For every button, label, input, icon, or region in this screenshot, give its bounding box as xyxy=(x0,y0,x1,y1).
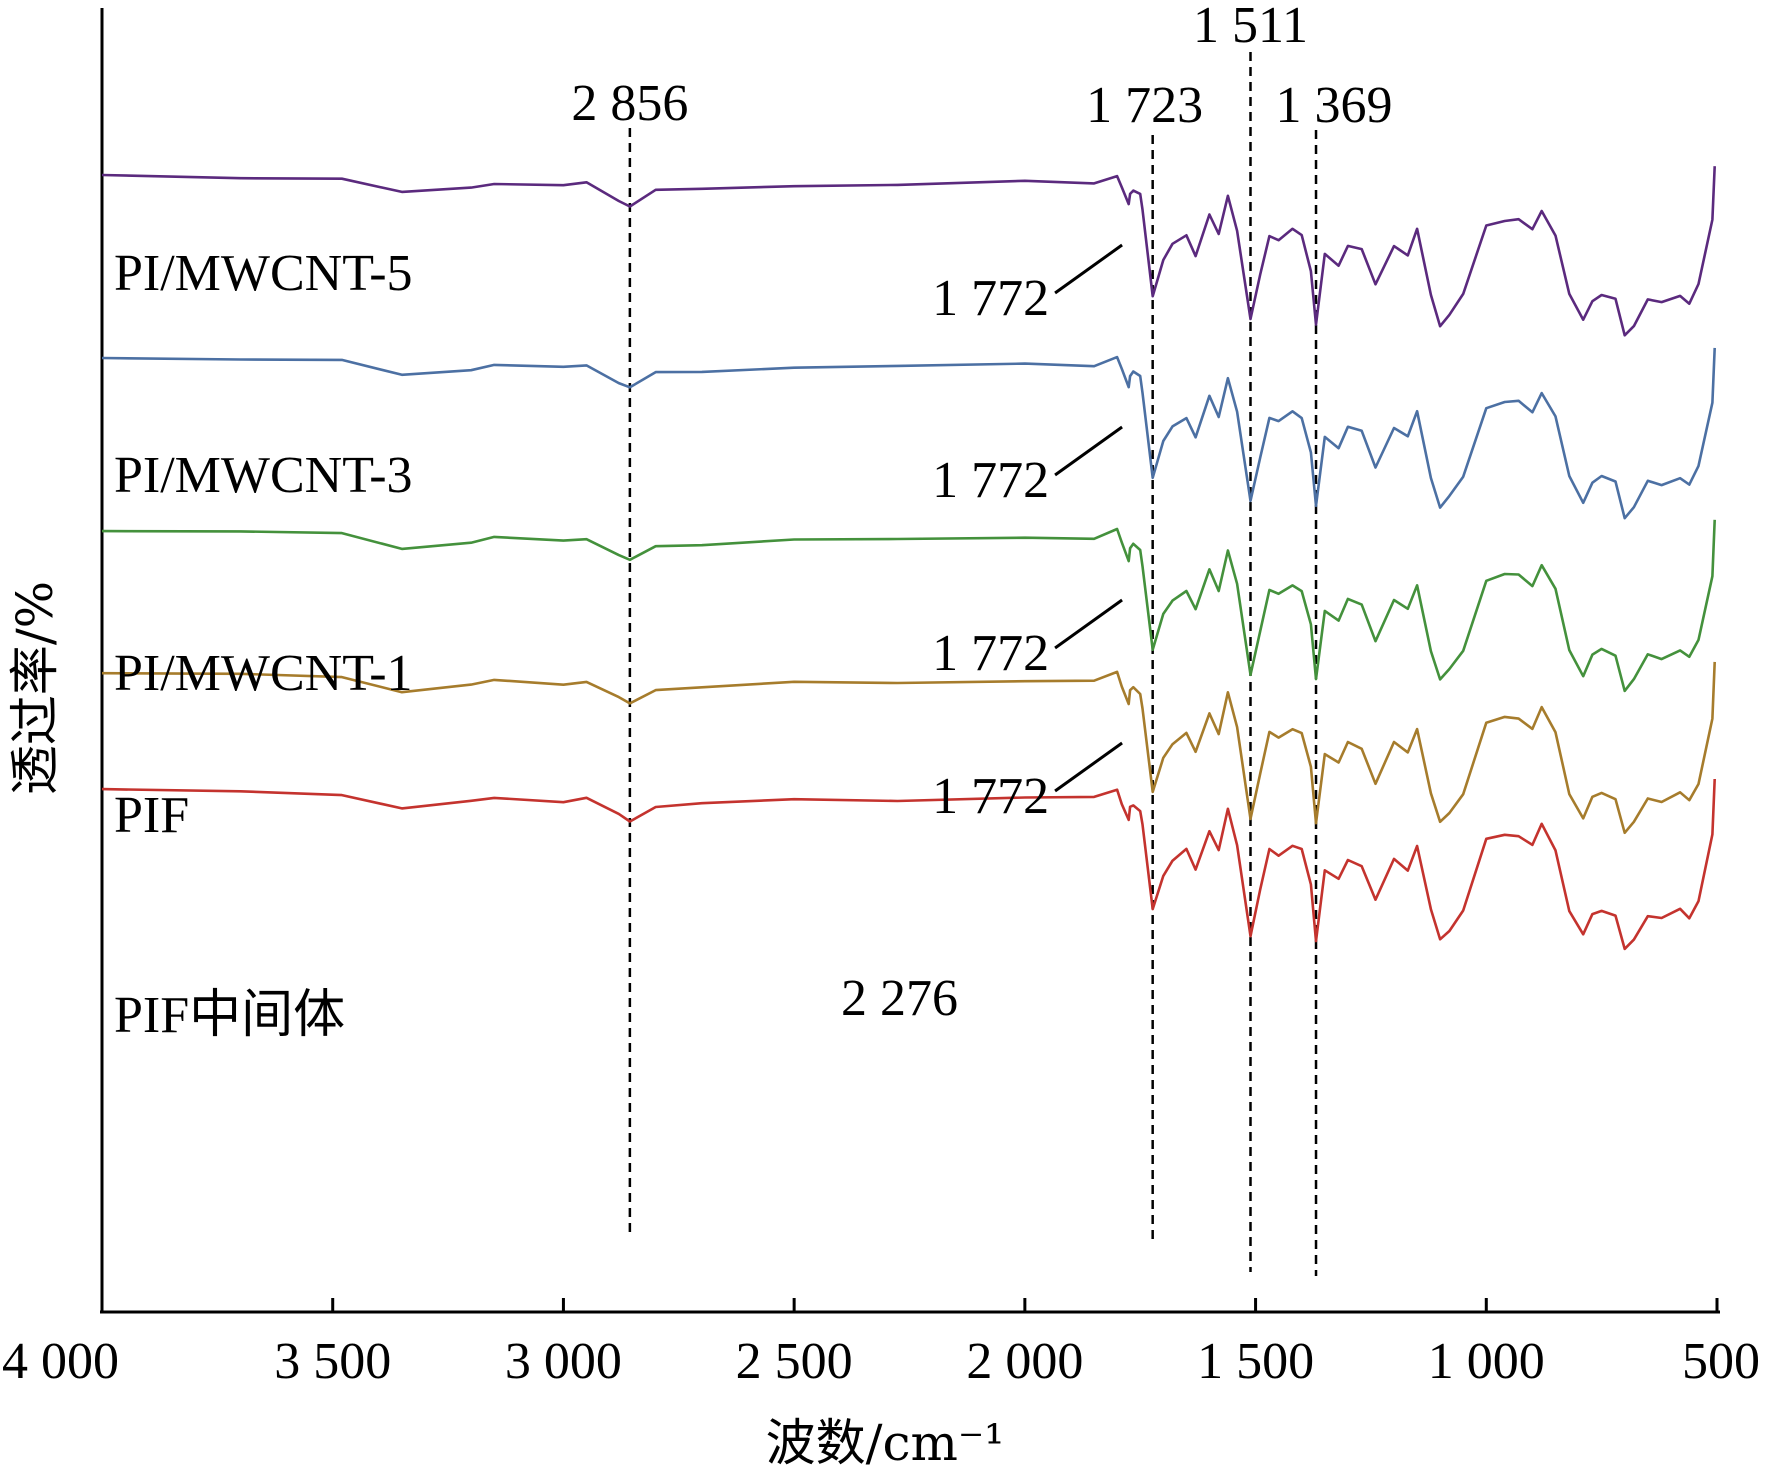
peak-annotations: 1 772 1 772 1 772 1 772 2 276 xyxy=(841,243,1123,1027)
annotation-leader xyxy=(1054,598,1123,650)
series-line xyxy=(101,778,1716,951)
x-tick-label: 1 500 xyxy=(1197,1333,1314,1390)
reference-line-label: 1 369 xyxy=(1276,77,1393,134)
axes xyxy=(100,8,1720,1314)
series-label: PI/MWCNT-1 xyxy=(114,645,413,702)
x-ticks: 4 000 3 500 3 000 2 500 2 000 1 500 1 000 500 xyxy=(2,1298,1760,1390)
x-tick-label: 3 500 xyxy=(274,1333,391,1390)
series-line xyxy=(101,519,1716,693)
series-label: PIF xyxy=(114,787,189,844)
annotation-leader xyxy=(1054,425,1123,477)
spectra xyxy=(101,166,1716,951)
x-tick-label: 4 000 xyxy=(2,1333,119,1390)
reference-line-label: 1 511 xyxy=(1193,0,1308,54)
x-tick-label: 500 xyxy=(1682,1333,1760,1390)
peak-annotation-label: 1 772 xyxy=(932,270,1049,327)
reference-line-label: 1 723 xyxy=(1086,77,1203,134)
peak-annotation-label: 2 276 xyxy=(841,970,958,1027)
peak-annotation-label: 1 772 xyxy=(932,768,1049,825)
reference-line-label: 2 856 xyxy=(571,75,688,132)
x-tick-label: 1 000 xyxy=(1428,1333,1545,1390)
annotation-leader xyxy=(1054,741,1123,793)
x-tick-label: 2 000 xyxy=(966,1333,1083,1390)
series-line xyxy=(101,166,1716,337)
reference-lines: 2 856 1 723 1 511 1 369 xyxy=(571,0,1393,1276)
series-label: PIF中间体 xyxy=(114,987,345,1044)
series-label: PI/MWCNT-5 xyxy=(114,245,413,302)
x-axis-title: 波数/cm⁻¹ xyxy=(766,1414,1005,1470)
series-line xyxy=(101,347,1716,520)
x-tick-label: 3 000 xyxy=(505,1333,622,1390)
y-axis-title: 透过率/% xyxy=(6,581,64,795)
series-line xyxy=(101,661,1716,835)
peak-annotation-label: 1 772 xyxy=(932,452,1049,509)
peak-annotation-label: 1 772 xyxy=(932,625,1049,682)
series-labels: PI/MWCNT-5 PI/MWCNT-3 PI/MWCNT-1 PIF PIF中间体 xyxy=(114,245,413,1044)
x-tick-label: 2 500 xyxy=(736,1333,853,1390)
series-label: PI/MWCNT-3 xyxy=(114,447,413,504)
annotation-leader xyxy=(1054,243,1123,295)
